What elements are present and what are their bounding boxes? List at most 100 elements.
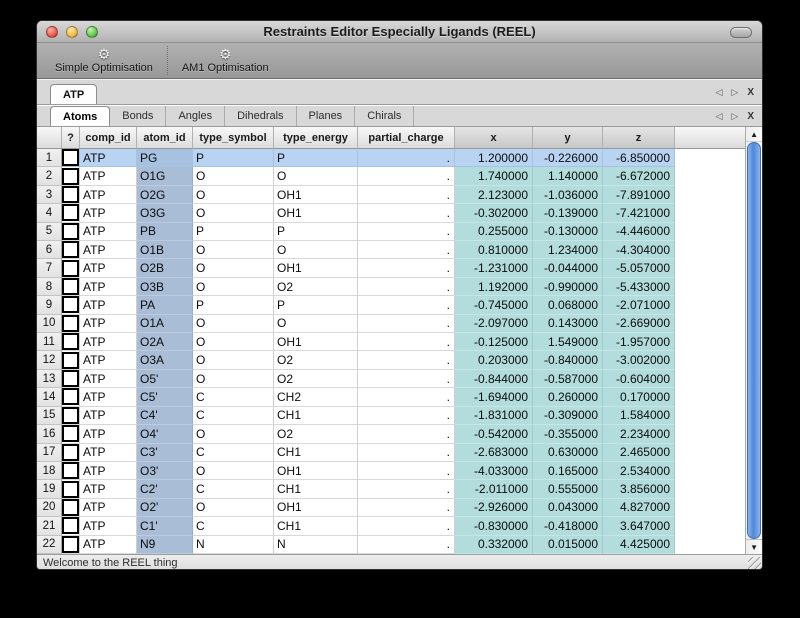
cell-type-symbol[interactable]: O <box>193 204 274 223</box>
row-number[interactable]: 12 <box>37 351 62 370</box>
cell-x[interactable]: 1.740000 <box>455 167 533 186</box>
cell-type-energy[interactable]: CH2 <box>274 388 358 407</box>
minimize-window-button[interactable] <box>66 26 78 38</box>
cell-partial-charge[interactable]: . <box>358 149 455 168</box>
row-number[interactable]: 19 <box>37 480 62 499</box>
cell-z[interactable]: -2.669000 <box>603 314 675 334</box>
cell-x[interactable]: -0.830000 <box>455 517 533 536</box>
cell-comp-id[interactable]: ATP <box>80 149 137 168</box>
cell-type-symbol[interactable]: O <box>193 498 274 518</box>
cell-y[interactable]: 1.140000 <box>533 167 603 186</box>
cell-type-energy[interactable]: OH1 <box>274 204 358 223</box>
cell-comp-id[interactable]: ATP <box>80 241 137 260</box>
cell-x[interactable]: 1.200000 <box>455 149 533 168</box>
row-number[interactable]: 16 <box>37 425 62 444</box>
cell-comp-id[interactable]: ATP <box>80 222 137 242</box>
row-number[interactable]: 8 <box>37 277 62 297</box>
cell-type-symbol[interactable]: C <box>193 517 274 536</box>
cell-comp-id[interactable]: ATP <box>80 425 137 444</box>
table-row[interactable]: 11 ATP O2A O OH1 . -0.125000 1.549000 -1… <box>37 333 746 352</box>
table-row[interactable]: 19 ATP C2' C CH1 . -2.011000 0.555000 3.… <box>37 480 746 499</box>
row-number[interactable]: 14 <box>37 388 62 407</box>
cell-type-energy[interactable]: O2 <box>274 351 358 370</box>
cell-question[interactable] <box>62 351 80 370</box>
cell-x[interactable]: 0.255000 <box>455 222 533 242</box>
cell-z[interactable]: -5.433000 <box>603 277 675 297</box>
cell-atom-id[interactable]: O2' <box>137 498 193 518</box>
cell-z[interactable]: -3.002000 <box>603 351 675 370</box>
tab-atoms[interactable]: Atoms <box>50 106 111 126</box>
cell-y[interactable]: -0.990000 <box>533 277 603 297</box>
cell-question[interactable] <box>62 314 80 334</box>
cell-z[interactable]: 3.647000 <box>603 517 675 536</box>
row-number[interactable]: 2 <box>37 167 62 186</box>
cell-partial-charge[interactable]: . <box>358 517 455 536</box>
column-header-type-symbol[interactable]: type_symbol <box>193 127 274 149</box>
table-row[interactable]: 20 ATP O2' O OH1 . -2.926000 0.043000 4.… <box>37 498 746 518</box>
row-number[interactable]: 22 <box>37 535 62 554</box>
cell-question[interactable] <box>62 425 80 444</box>
cell-partial-charge[interactable]: . <box>358 333 455 352</box>
cell-type-symbol[interactable]: O <box>193 167 274 186</box>
cell-comp-id[interactable]: ATP <box>80 406 137 426</box>
cell-type-symbol[interactable]: O <box>193 241 274 260</box>
cell-type-energy[interactable]: OH1 <box>274 259 358 278</box>
cell-y[interactable]: -0.418000 <box>533 517 603 536</box>
row-number[interactable]: 18 <box>37 461 62 481</box>
cell-x[interactable]: 0.332000 <box>455 535 533 554</box>
cell-atom-id[interactable]: C2' <box>137 480 193 499</box>
column-header-z[interactable]: z <box>603 127 675 149</box>
table-row[interactable]: 1 ATP PG P P . 1.200000 -0.226000 -6.850… <box>37 149 746 168</box>
cell-y[interactable]: -0.840000 <box>533 351 603 370</box>
cell-atom-id[interactable]: O4' <box>137 425 193 444</box>
cell-y[interactable]: 1.234000 <box>533 241 603 260</box>
cell-x[interactable]: 1.192000 <box>455 277 533 297</box>
row-number[interactable]: 10 <box>37 314 62 334</box>
cell-atom-id[interactable]: O3A <box>137 351 193 370</box>
cell-partial-charge[interactable]: . <box>358 241 455 260</box>
cell-type-symbol[interactable]: O <box>193 351 274 370</box>
cell-question[interactable] <box>62 388 80 407</box>
cell-question[interactable] <box>62 369 80 389</box>
tab-chirals[interactable]: Chirals <box>355 106 415 126</box>
cell-question[interactable] <box>62 149 80 168</box>
cell-type-symbol[interactable]: O <box>193 277 274 297</box>
cell-x[interactable]: -2.097000 <box>455 314 533 334</box>
row-number[interactable]: 6 <box>37 241 62 260</box>
cell-z[interactable]: -2.071000 <box>603 296 675 315</box>
cell-x[interactable]: -0.745000 <box>455 296 533 315</box>
toolbar-toggle-button[interactable] <box>730 27 752 38</box>
cell-type-symbol[interactable]: O <box>193 425 274 444</box>
table-row[interactable]: 9 ATP PA P P . -0.745000 0.068000 -2.071… <box>37 296 746 315</box>
cell-y[interactable]: -0.226000 <box>533 149 603 168</box>
table-row[interactable]: 3 ATP O2G O OH1 . 2.123000 -1.036000 -7.… <box>37 185 746 205</box>
table-row[interactable]: 13 ATP O5' O O2 . -0.844000 -0.587000 -0… <box>37 369 746 389</box>
cell-question[interactable] <box>62 241 80 260</box>
cell-atom-id[interactable]: O1B <box>137 241 193 260</box>
next-tab-icon[interactable]: ▷ <box>731 110 739 121</box>
cell-partial-charge[interactable]: . <box>358 222 455 242</box>
cell-question[interactable] <box>62 443 80 462</box>
cell-comp-id[interactable]: ATP <box>80 480 137 499</box>
cell-atom-id[interactable]: C1' <box>137 517 193 536</box>
cell-partial-charge[interactable]: . <box>358 388 455 407</box>
column-header-atom-id[interactable]: atom_id <box>137 127 193 149</box>
cell-atom-id[interactable]: O3B <box>137 277 193 297</box>
cell-partial-charge[interactable]: . <box>358 480 455 499</box>
cell-type-energy[interactable]: O <box>274 241 358 260</box>
cell-z[interactable]: 4.827000 <box>603 498 675 518</box>
cell-z[interactable]: 2.234000 <box>603 425 675 444</box>
cell-z[interactable]: -1.957000 <box>603 333 675 352</box>
cell-question[interactable] <box>62 167 80 186</box>
cell-comp-id[interactable]: ATP <box>80 535 137 554</box>
cell-z[interactable]: 2.534000 <box>603 461 675 481</box>
cell-type-energy[interactable]: CH1 <box>274 480 358 499</box>
cell-type-symbol[interactable]: P <box>193 222 274 242</box>
cell-y[interactable]: 0.015000 <box>533 535 603 554</box>
row-number[interactable]: 20 <box>37 498 62 518</box>
cell-partial-charge[interactable]: . <box>358 369 455 389</box>
cell-z[interactable]: -0.604000 <box>603 369 675 389</box>
cell-atom-id[interactable]: O3' <box>137 461 193 481</box>
cell-y[interactable]: 0.043000 <box>533 498 603 518</box>
cell-question[interactable] <box>62 480 80 499</box>
